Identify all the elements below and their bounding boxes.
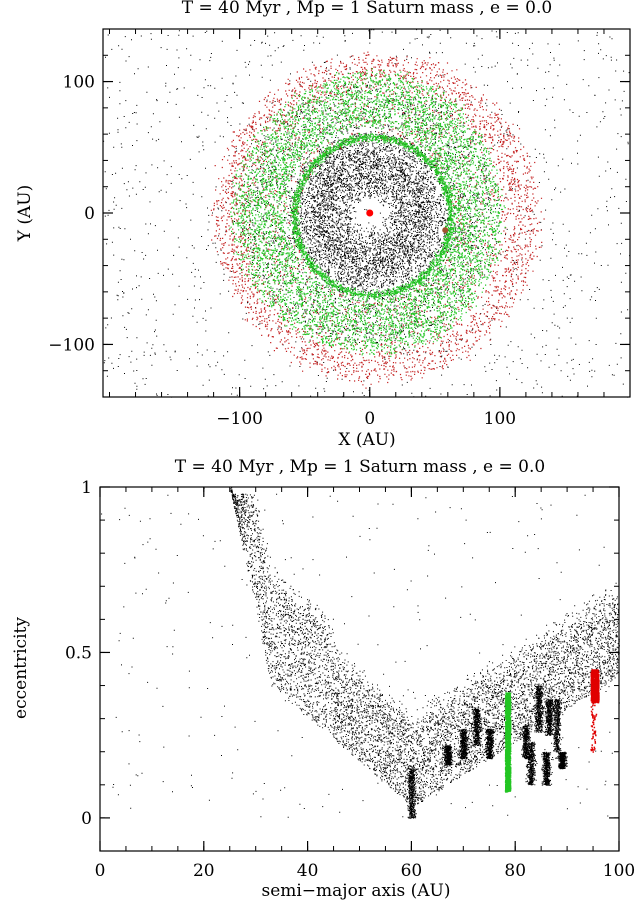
top-x-tick-label: 0 <box>364 409 375 429</box>
bottom-y-tick-label: 1 <box>81 478 92 498</box>
top-y-tick-label: −100 <box>48 335 95 355</box>
top-panel: T = 40 Myr , Mp = 1 Saturn mass , e = 0.… <box>15 0 631 450</box>
top-scatter-points <box>103 29 631 398</box>
top-axis-ticks: −100 0 100 −100 0 100 <box>48 28 631 429</box>
bottom-series-red <box>590 669 600 753</box>
bottom-panel: T = 40 Myr , Mp = 1 Saturn mass , e = 0.… <box>11 457 635 901</box>
bottom-x-axis-label: semi−major axis (AU) <box>261 881 450 901</box>
bottom-x-tick-label: 0 <box>95 861 106 881</box>
bottom-y-tick-label: 0 <box>81 809 92 829</box>
bottom-x-tick-label: 100 <box>603 861 635 881</box>
bottom-scatter-points <box>101 487 621 819</box>
bottom-series-black <box>101 487 621 819</box>
top-x-tick-label: −100 <box>216 409 263 429</box>
bottom-y-tick-label: 0.5 <box>65 643 92 663</box>
bottom-series-green <box>504 692 512 793</box>
bottom-axis-ticks: 0 20 40 60 80 100 0 0.5 1 <box>65 478 635 881</box>
bottom-x-tick-label: 40 <box>297 861 319 881</box>
top-x-tick-label: 100 <box>484 409 516 429</box>
planet-marker <box>442 227 449 234</box>
bottom-chart-title: T = 40 Myr , Mp = 1 Saturn mass , e = 0.… <box>175 457 545 477</box>
bottom-x-tick-label: 80 <box>504 861 526 881</box>
top-y-axis-label: Y (AU) <box>15 185 35 243</box>
bottom-plot-frame <box>99 486 620 852</box>
bottom-x-tick-label: 20 <box>193 861 215 881</box>
top-y-tick-label: 100 <box>63 73 95 93</box>
bottom-y-axis-label: eccentricity <box>11 617 31 719</box>
top-x-axis-label: X (AU) <box>338 430 395 450</box>
star-marker <box>366 209 374 217</box>
bottom-x-tick-label: 60 <box>401 861 423 881</box>
top-chart-title: T = 40 Myr , Mp = 1 Saturn mass , e = 0.… <box>182 0 552 18</box>
top-y-tick-label: 0 <box>84 204 95 224</box>
top-series-green-ring <box>229 68 506 358</box>
